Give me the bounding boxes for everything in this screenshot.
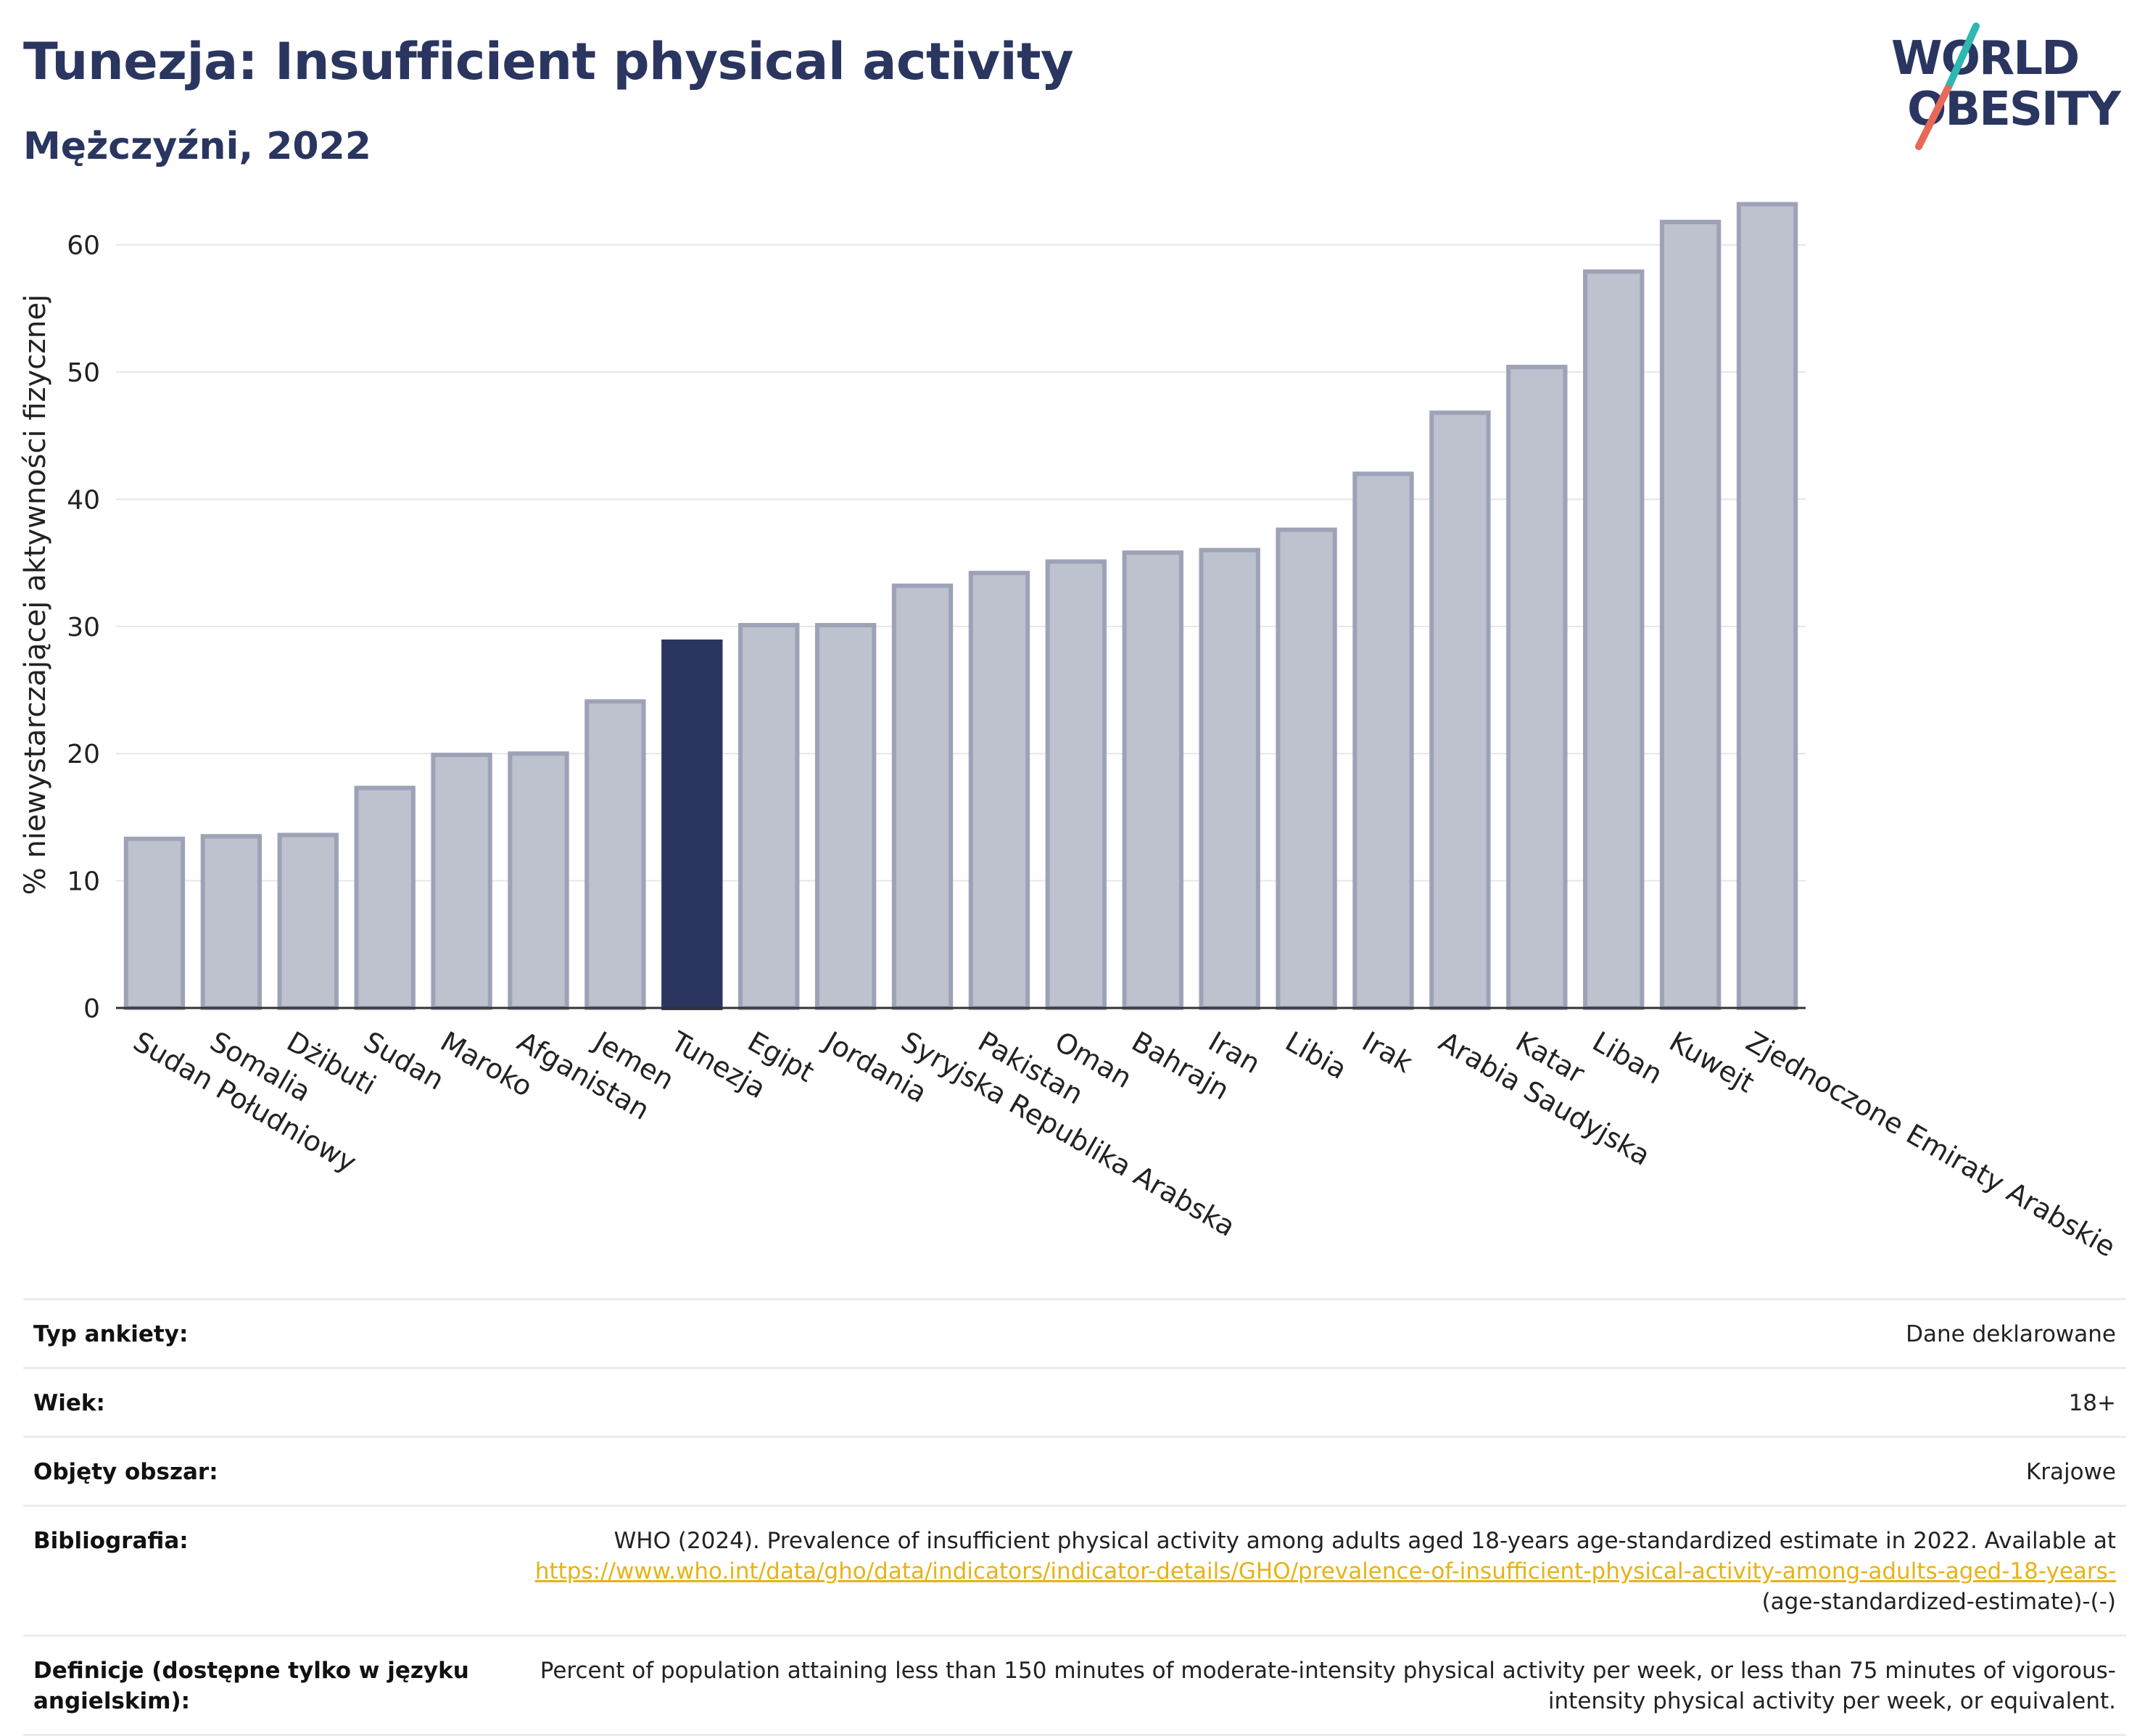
bar-kuwejt xyxy=(1659,220,1722,1011)
logo-slash-top xyxy=(1944,22,1980,92)
info-label: Bibliografia: xyxy=(33,1528,189,1554)
bar-irak xyxy=(1352,471,1414,1010)
bar-egipt xyxy=(738,623,800,1010)
x-tick-label: Libia xyxy=(1280,1025,1352,1086)
x-tick-label: Zjednoczone Emiraty Arabskie xyxy=(1741,1025,2121,1263)
y-axis-title: % niewystarczającej aktywności fizycznej xyxy=(19,294,52,896)
info-value: 18+ xyxy=(2068,1390,2116,1416)
bar-iran xyxy=(1199,547,1260,1010)
bar-jordania xyxy=(814,623,877,1010)
info-label: Wiek: xyxy=(33,1390,105,1416)
bar-tunezja xyxy=(661,639,723,1011)
info-row-coverage: Objęty obszar: Krajowe xyxy=(23,1436,2126,1505)
y-tick-label: 60 xyxy=(67,231,100,261)
info-row-bibliography: Bibliografia: WHO (2024). Prevalence of … xyxy=(23,1505,2126,1634)
info-value: Dane deklarowane xyxy=(1906,1321,2116,1347)
y-tick-label: 20 xyxy=(67,740,100,769)
page-subtitle: Mężczyźni, 2022 xyxy=(23,125,371,168)
x-tick-label: Liban xyxy=(1587,1025,1668,1091)
info-label: Objęty obszar: xyxy=(33,1459,218,1485)
bibliography-text: WHO (2024). Prevalence of insufficient p… xyxy=(613,1528,2116,1554)
bar-libia xyxy=(1276,527,1337,1010)
logo-line-1: WORLD xyxy=(1891,32,2078,86)
bar-dżibuti xyxy=(277,832,339,1010)
bar-liban xyxy=(1583,269,1645,1010)
bar-bahrajn xyxy=(1122,550,1183,1010)
bar-sudan-południowy xyxy=(123,836,186,1010)
bibliography-suffix: (age-standardized-estimate)-(-) xyxy=(1761,1589,2116,1615)
info-table: Typ ankiety: Dane deklarowane Wiek: 18+ … xyxy=(23,1298,2126,1736)
info-row-definitions: Definicje (dostępne tylko w języku angie… xyxy=(23,1634,2126,1736)
bar-oman xyxy=(1045,559,1107,1010)
info-value-bibliography: WHO (2024). Prevalence of insufficient p… xyxy=(497,1526,2116,1617)
bar-jemen xyxy=(584,699,646,1010)
info-row-survey-type: Typ ankiety: Dane deklarowane xyxy=(23,1298,2126,1367)
world-obesity-logo: WORLD OBESITY xyxy=(1891,22,2123,150)
info-value: Krajowe xyxy=(2025,1459,2116,1485)
bar-chart: 0 10 20 30 40 50 60 Sudan PołudniowySomaliaDżi… xyxy=(19,202,2121,1263)
bar-katar xyxy=(1506,365,1568,1010)
bar-maroko xyxy=(431,752,492,1010)
x-axis-labels: Sudan PołudniowySomaliaDżibutiSudanMarok… xyxy=(128,1025,2120,1263)
y-tick-label: 50 xyxy=(67,358,100,388)
bar-zjednoczone-emiraty-arabskie xyxy=(1736,202,1798,1011)
x-tick-label: Irak xyxy=(1357,1025,1418,1079)
info-row-age: Wiek: 18+ xyxy=(23,1367,2126,1436)
bar-arabia-saudyjska xyxy=(1429,410,1491,1010)
y-tick-label: 40 xyxy=(67,485,100,515)
y-tick-label: 10 xyxy=(67,867,100,897)
bar-somalia xyxy=(200,834,263,1010)
y-tick-label: 30 xyxy=(67,613,100,642)
y-tick-label: 0 xyxy=(83,994,100,1024)
info-label: Definicje (dostępne tylko w języku angie… xyxy=(33,1658,469,1714)
bars xyxy=(123,202,1798,1011)
bibliography-link[interactable]: https://www.who.int/data/gho/data/indica… xyxy=(534,1558,2116,1584)
x-tick-label: Kuwejt xyxy=(1664,1025,1760,1099)
bar-sudan xyxy=(354,785,416,1010)
bar-afganistan xyxy=(508,751,569,1010)
info-value: Percent of population attaining less tha… xyxy=(540,1658,2116,1714)
bar-pakistan xyxy=(968,571,1030,1010)
info-label: Typ ankiety: xyxy=(33,1321,189,1347)
page-title: Tunezja: Insufficient physical activity xyxy=(23,32,1074,91)
logo-slash-bottom xyxy=(1915,85,1951,150)
bar-syryjska-republika-arabska xyxy=(891,583,954,1010)
y-axis-ticks: 0 10 20 30 40 50 60 xyxy=(67,231,100,1024)
